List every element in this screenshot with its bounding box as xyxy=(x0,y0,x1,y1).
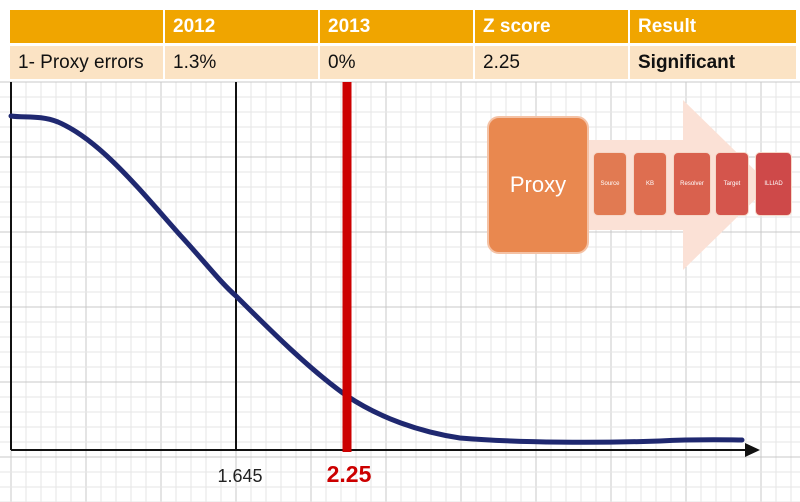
x-axis-arrowhead xyxy=(745,443,760,457)
row-label: 1- Proxy errors xyxy=(8,44,165,79)
step-kb: KB xyxy=(633,152,667,216)
proxy-box: Proxy xyxy=(487,116,589,254)
process-diagram: Proxy Source KB Resolver Target ILLIAD xyxy=(485,100,800,270)
step-illiad: ILLIAD xyxy=(755,152,792,216)
header-result: Result xyxy=(628,10,798,46)
x-tick-label-critical: 1.645 xyxy=(217,466,262,486)
chart-grid xyxy=(0,81,800,502)
header-label xyxy=(8,10,165,46)
value-result: Significant xyxy=(628,44,798,79)
value-2012: 1.3% xyxy=(163,44,320,79)
distribution-curve xyxy=(8,113,745,445)
header-zscore: Z score xyxy=(473,10,630,46)
step-source: Source xyxy=(593,152,627,216)
header-2012: 2012 xyxy=(163,10,320,46)
value-zscore: 2.25 xyxy=(473,44,630,79)
header-2013: 2013 xyxy=(318,10,475,46)
table-row: 1- Proxy errors 1.3% 0% 2.25 Significant xyxy=(8,44,798,79)
value-2013: 0% xyxy=(318,44,475,79)
step-resolver: Resolver xyxy=(673,152,711,216)
x-tick-label-zscore: 2.25 xyxy=(327,461,372,487)
results-table: 2012 2013 Z score Result 1- Proxy errors… xyxy=(8,10,798,79)
step-target: Target xyxy=(715,152,749,216)
table-header-row: 2012 2013 Z score Result xyxy=(8,10,798,46)
process-arrow xyxy=(565,100,770,270)
